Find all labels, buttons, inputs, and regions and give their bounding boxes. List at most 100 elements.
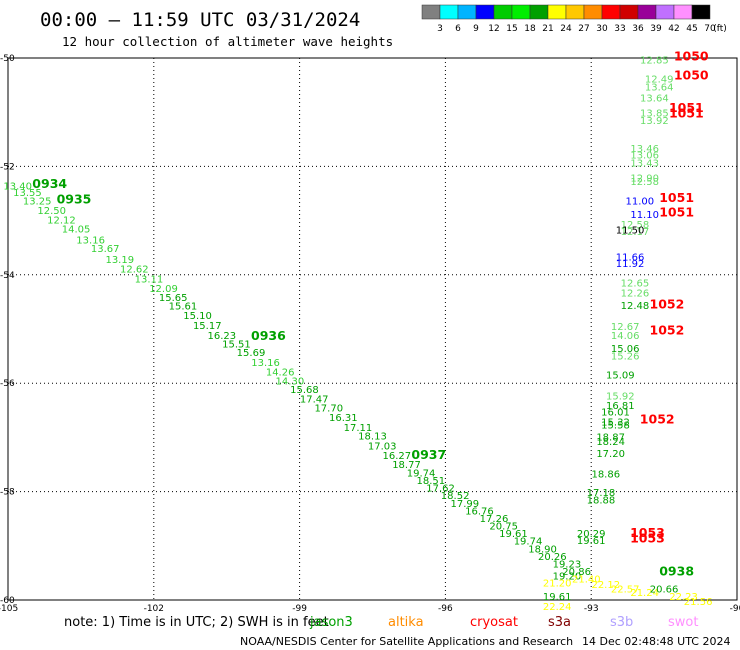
wave-height-value: 12.85 <box>640 55 669 66</box>
wave-height-value: 19.20 <box>553 571 582 582</box>
pass-time-label: 1050 <box>674 68 709 83</box>
colorbar-label: 36 <box>632 24 644 34</box>
latitude-tick-label: -58 <box>0 488 15 498</box>
wave-height-value: 20.66 <box>650 584 679 595</box>
wave-height-value: 13.19 <box>105 255 134 266</box>
wave-height-value: 19.74 <box>407 468 436 479</box>
wave-height-value: 15.65 <box>159 293 188 304</box>
colorbar-swatch <box>439 4 459 20</box>
colorbar-swatch <box>619 4 639 20</box>
wave-height-value: 15.09 <box>606 370 635 381</box>
wave-height-value: 17.26 <box>480 514 509 525</box>
colorbar-swatch <box>475 4 495 20</box>
wave-height-value: 22.12 <box>591 580 620 591</box>
pass-time-label: 1051 <box>659 204 694 219</box>
longitude-tick-label: -96 <box>438 604 453 614</box>
wave-height-value: 17.11 <box>344 423 373 434</box>
pass-time-label: 0935 <box>57 191 92 206</box>
timestamp-text: 14 Dec 02:48:48 UTC 2024 <box>582 635 730 648</box>
wave-height-value: 12.67 <box>611 322 640 333</box>
wave-height-value: 20.75 <box>489 522 518 533</box>
wave-height-value: 19.61 <box>543 592 572 603</box>
pass-time-label: 1050 <box>674 49 709 64</box>
pass-time-label: 1053 <box>630 525 665 540</box>
wave-height-value: 11.00 <box>625 196 654 207</box>
colorbar-swatch <box>547 4 567 20</box>
wave-height-value: 16.76 <box>465 506 494 517</box>
wave-height-value: 15.68 <box>290 385 319 396</box>
wave-height-value: 17.99 <box>451 499 480 510</box>
color-scale-legend: 3 6 9 12 15 18 21 24 27 30 33 36 39 42 45 70(ft) <box>421 4 727 34</box>
colorbar-swatch <box>511 4 531 20</box>
colorbar-swatch <box>457 4 477 20</box>
satellite-legend-item: swot <box>668 615 698 630</box>
latitude-axis-labels: -50 -52 -54 -56 -58 -60 <box>0 54 15 606</box>
footer-note: note: 1) Time is in UTC; 2) SWH is in fe… <box>64 615 329 630</box>
colorbar-swatch <box>565 4 585 20</box>
page-subtitle: 12 hour collection of altimeter wave hei… <box>62 34 393 49</box>
pass-time-label: 1052 <box>650 322 685 337</box>
pass-time-label: 1052 <box>640 411 675 426</box>
colorbar-swatch <box>529 4 549 20</box>
wave-height-value: 13.40 <box>3 182 32 193</box>
wave-height-value: 12.09 <box>149 284 178 295</box>
wave-height-value: 13.06 <box>630 150 659 161</box>
wave-height-value: 15.61 <box>169 301 198 312</box>
pass-time-label: 1052 <box>650 296 685 311</box>
wave-height-value: 17.47 <box>300 395 329 406</box>
wave-height-value: 12.12 <box>47 215 76 226</box>
pass-time-label: 1053 <box>630 531 665 546</box>
wave-height-value: 14.05 <box>62 225 91 236</box>
colorbar-label: 33 <box>614 24 625 34</box>
wave-height-value: 19.23 <box>553 559 582 570</box>
wave-height-value: 13.16 <box>76 235 105 246</box>
longitude-tick-label: -105 <box>0 604 18 614</box>
colorbar-label: 21 <box>542 24 553 34</box>
colorbar-label: 12 <box>488 24 499 34</box>
wave-height-value: 11.66 <box>616 253 645 264</box>
wave-height-value: 15.26 <box>611 351 640 362</box>
pass-time-label: 1051 <box>669 100 704 115</box>
wave-height-value: 17.03 <box>368 441 397 452</box>
wave-height-value: 15.92 <box>606 391 635 402</box>
wave-height-value: 16.81 <box>606 401 635 412</box>
pass-time-label: 1051 <box>659 190 694 205</box>
wave-height-value: 18.87 <box>596 433 625 444</box>
wave-height-value: 21.56 <box>684 597 713 608</box>
wave-height-value: 16.23 <box>208 331 237 342</box>
colorbar-label: 70 <box>704 24 716 34</box>
altimeter-tracks: 13.4013.5513.2512.5012.1214.0513.1613.67… <box>3 49 712 613</box>
wave-height-value: 22.23 <box>669 592 698 603</box>
wave-height-value: 17.70 <box>314 403 343 414</box>
wave-height-value: 14.26 <box>266 368 295 379</box>
longitude-tick-label: -99 <box>292 604 307 614</box>
colorbar-label: 27 <box>578 24 589 34</box>
page-title: 00:00 – 11:59 UTC 03/31/2024 <box>40 9 360 31</box>
colorbar-swatch <box>583 4 603 20</box>
colorbar-label: 24 <box>560 24 572 34</box>
wave-height-value: 18.86 <box>591 470 620 481</box>
wave-height-value: 22.24 <box>543 602 572 613</box>
wave-height-value: 13.64 <box>645 83 674 94</box>
wave-height-value: 22.57 <box>611 584 640 595</box>
colorbar-label: 3 <box>437 24 443 34</box>
wave-height-value: 18.51 <box>416 476 445 487</box>
latitude-tick-label: -60 <box>0 596 15 606</box>
wave-height-value: 15.58 <box>601 421 630 432</box>
wave-height-value: 18.52 <box>441 491 470 502</box>
colorbar-swatch <box>493 4 513 20</box>
colorbar-label: 30 <box>596 24 608 34</box>
wave-height-value: 13.67 <box>91 244 120 255</box>
wave-height-value: 12.17 <box>621 227 650 238</box>
wave-height-value: 15.69 <box>237 348 266 359</box>
satellite-legend: jason3 altika cryosat s3a s3b swot <box>309 615 698 630</box>
wave-height-value: 12.50 <box>37 206 66 217</box>
wave-height-value: 15.32 <box>601 417 630 428</box>
wave-height-value: 13.92 <box>640 116 669 127</box>
wave-height-value: 12.90 <box>630 174 659 185</box>
longitude-tick-label: -93 <box>584 604 599 614</box>
colorbar-swatch <box>421 4 441 20</box>
wave-height-value: 13.25 <box>23 196 52 207</box>
wave-height-value: 13.46 <box>630 144 659 155</box>
